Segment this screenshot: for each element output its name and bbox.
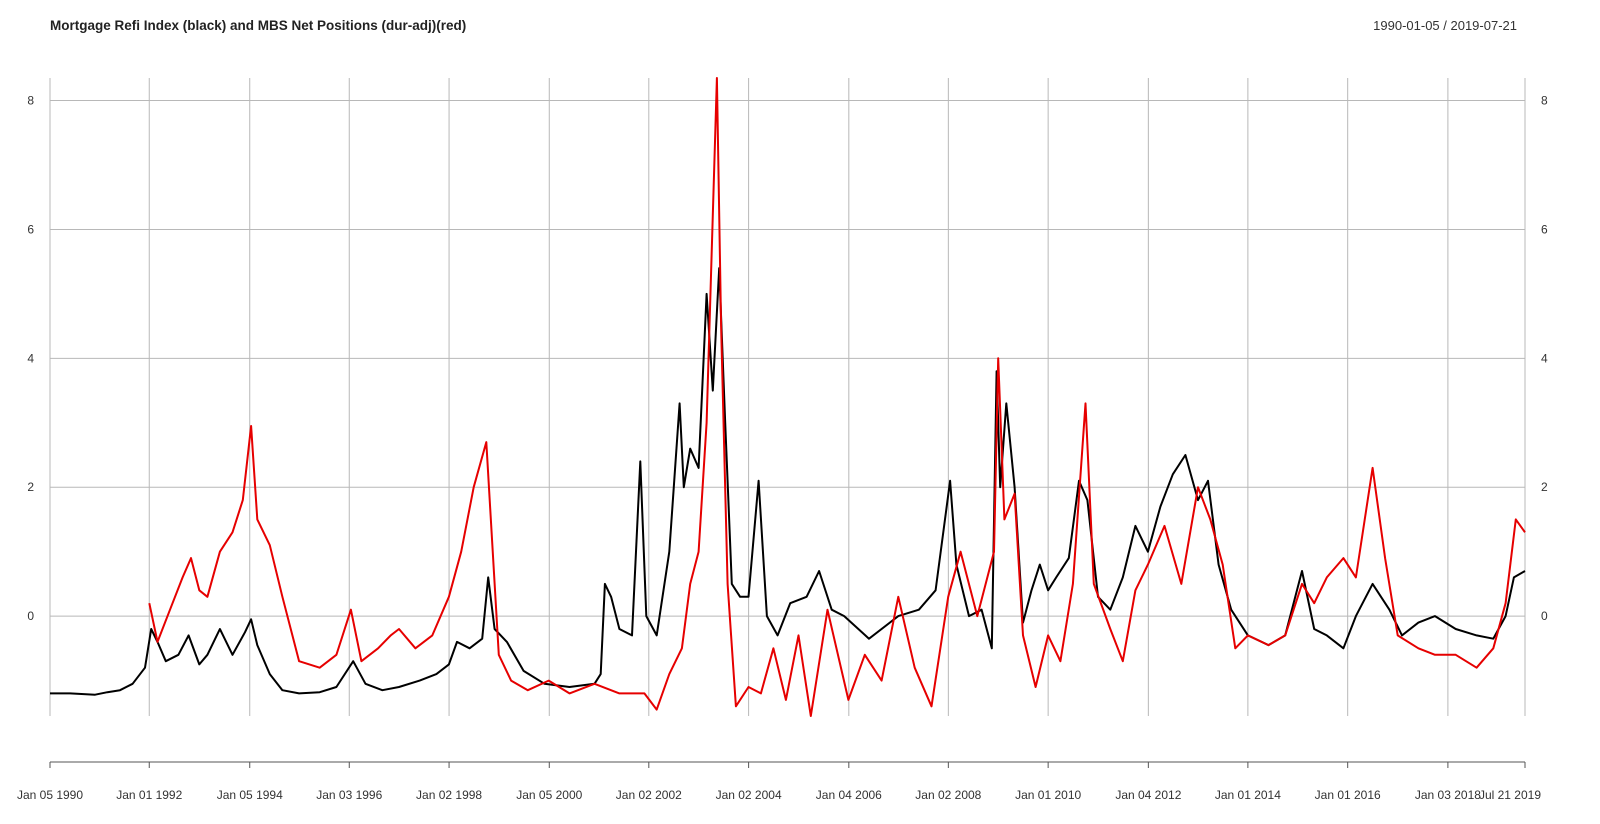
x-tick-label: Jan 05 1990	[17, 788, 83, 802]
chart-title: Mortgage Refi Index (black) and MBS Net …	[50, 18, 466, 33]
series-layer	[50, 77, 1526, 717]
x-tick-label: Jan 02 2004	[716, 788, 782, 802]
date-range-label: 1990-01-05 / 2019-07-21	[1373, 18, 1517, 33]
x-tick-label: Jul 21 2019	[1479, 788, 1541, 802]
y-tick-label-left: 0	[27, 609, 34, 623]
x-tick-label: Jan 04 2006	[816, 788, 882, 802]
y-tick-label-left: 8	[27, 94, 34, 108]
x-tick-label: Jan 02 2008	[915, 788, 981, 802]
y-tick-label-left: 4	[27, 351, 34, 365]
y-tick-label-right: 0	[1541, 609, 1548, 623]
x-tick-label: Jan 03 1996	[316, 788, 382, 802]
x-tick-label: Jan 04 2012	[1115, 788, 1181, 802]
x-tick-label: Jan 05 2000	[516, 788, 582, 802]
x-tick-label: Jan 02 2002	[616, 788, 682, 802]
x-tick-label: Jan 05 1994	[217, 788, 283, 802]
y-tick-label-right: 8	[1541, 94, 1548, 108]
x-tick-label: Jan 01 2010	[1015, 788, 1081, 802]
y-tick-label-right: 6	[1541, 222, 1548, 236]
series-line-mbs-net-positions	[148, 77, 1526, 717]
y-tick-label-right: 2	[1541, 480, 1548, 494]
x-tick-label: Jan 02 1998	[416, 788, 482, 802]
axis-layer: 0 0 2 2 4 4 6 6 8 8 Jan 05 1990 Jan 01 1992 Jan 05 1…	[17, 94, 1548, 802]
x-tick-label: Jan 01 1992	[116, 788, 182, 802]
grid-layer	[49, 78, 1526, 716]
y-tick-label-left: 2	[27, 480, 34, 494]
y-tick-label-right: 4	[1541, 351, 1548, 365]
x-tick-label: Jan 01 2014	[1215, 788, 1281, 802]
y-tick-label-left: 6	[27, 222, 34, 236]
x-tick-label: Jan 01 2016	[1315, 788, 1381, 802]
series-line-refi-index	[50, 267, 1526, 696]
x-tick-label: Jan 03 2018	[1415, 788, 1481, 802]
